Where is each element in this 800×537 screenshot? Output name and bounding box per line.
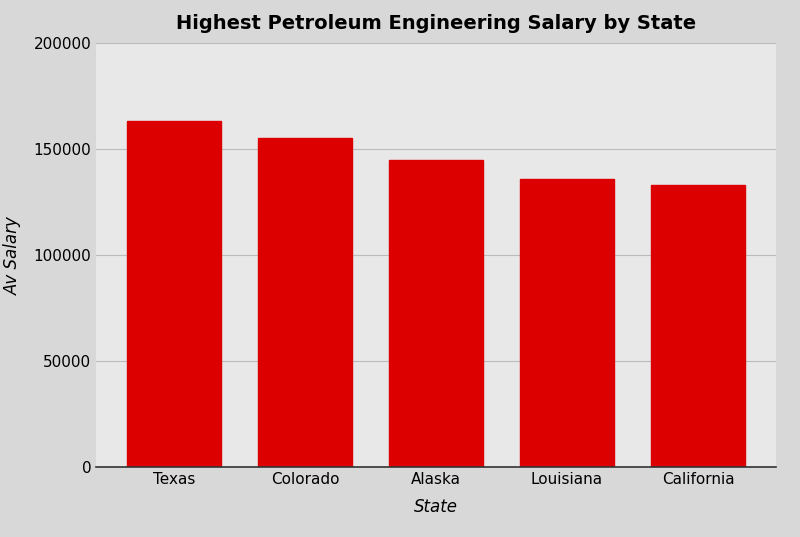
Bar xyxy=(650,185,745,467)
Y-axis label: Av Salary: Av Salary xyxy=(4,216,22,294)
X-axis label: State: State xyxy=(414,498,458,516)
Bar xyxy=(258,139,352,467)
Title: Highest Petroleum Engineering Salary by State: Highest Petroleum Engineering Salary by … xyxy=(176,14,696,33)
Bar xyxy=(389,159,483,467)
Bar xyxy=(520,179,614,467)
Bar xyxy=(127,121,222,467)
